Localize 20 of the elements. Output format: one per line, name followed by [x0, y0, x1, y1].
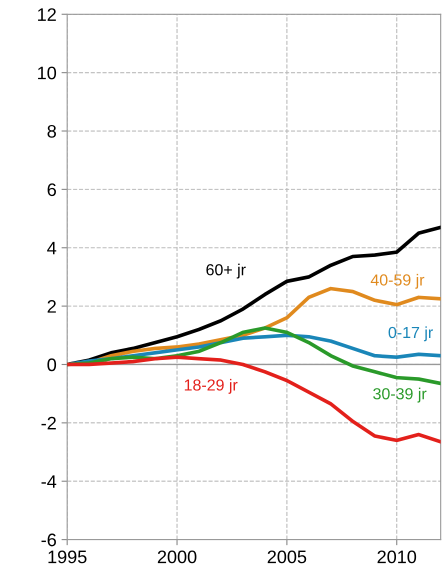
y-tick-label: 4 [47, 242, 56, 254]
y-tick-label: 12 [38, 8, 56, 21]
series-label: 0-17 jr [388, 326, 433, 342]
y-tick-label: 2 [48, 300, 56, 313]
series-label: 60+ jr [206, 264, 246, 279]
y-tick-label: 8 [48, 124, 56, 138]
y-tick-label: -4 [42, 475, 56, 488]
x-tick-label: 2000 [158, 550, 196, 564]
y-tick-label: 10 [38, 66, 56, 80]
y-tick-label: -6 [42, 534, 56, 546]
series-label: 18-29 jr [184, 378, 238, 394]
y-tick-label: 0 [47, 358, 56, 372]
y-tick-label: -2 [42, 416, 56, 430]
x-tick-label: 1995 [48, 550, 87, 564]
y-tick-label: 6 [48, 183, 56, 196]
x-tick-label: 2005 [268, 550, 306, 564]
x-tick-label: 2010 [378, 550, 416, 564]
series-label: 30-39 jr [373, 388, 426, 403]
series-label: 40-59 jr [370, 274, 424, 289]
line-series [67, 355, 441, 444]
